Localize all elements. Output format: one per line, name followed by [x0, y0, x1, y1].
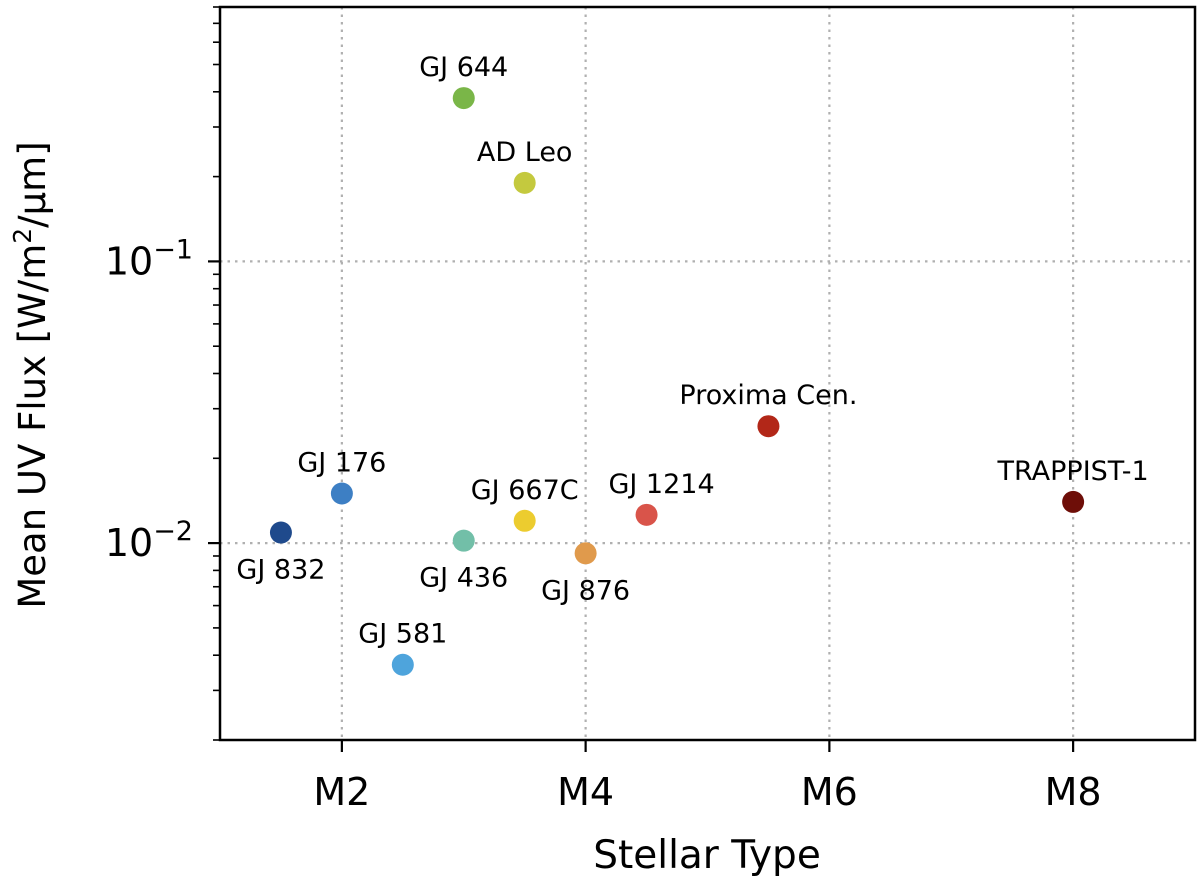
point-label: GJ 1214: [608, 469, 714, 500]
y-tick-label: 10−1: [105, 234, 193, 283]
plot-frame: [218, 5, 1197, 742]
x-tick-label: M2: [313, 770, 370, 814]
point-label: GJ 581: [358, 619, 447, 650]
x-axis-title: Stellar Type: [593, 833, 821, 878]
point-label: GJ 832: [236, 555, 325, 586]
y-tick-label: 10−2: [105, 516, 193, 565]
y-axis-title: Mean UV Flux [W/m2/μm]: [8, 141, 54, 608]
x-tick-label: M4: [557, 770, 614, 814]
data-points: [269, 87, 1085, 676]
point-label: GJ 176: [297, 447, 386, 478]
data-point-gj-876: [574, 542, 597, 565]
data-point-gj-667c: [513, 509, 536, 532]
point-label: GJ 644: [419, 52, 508, 83]
axis-ticks: M2 M4 M6 M8 10−2 10−1: [105, 6, 1102, 814]
data-point-ad-leo: [513, 171, 536, 194]
data-point-trappist-1: [1062, 490, 1085, 513]
grid: [220, 7, 1195, 740]
data-point-proxima-cen: [757, 415, 780, 438]
data-point-gj-832: [269, 521, 292, 544]
data-point-gj-1214: [635, 503, 658, 526]
point-label: TRAPPIST-1: [997, 456, 1149, 487]
point-label: GJ 876: [541, 575, 630, 606]
data-point-gj-176: [330, 482, 353, 505]
x-tick-label: M6: [801, 770, 858, 814]
data-point-gj-581: [391, 653, 414, 676]
point-label: AD Leo: [477, 137, 573, 168]
data-point-gj-436: [452, 529, 475, 552]
point-label: GJ 436: [419, 563, 508, 594]
point-label: Proxima Cen.: [679, 380, 857, 411]
point-label: GJ 667C: [471, 475, 579, 506]
x-tick-label: M8: [1045, 770, 1102, 814]
data-point-gj-644: [452, 87, 475, 110]
point-labels: GJ 644 AD Leo Proxima Cen. GJ 176 GJ 667C GJ …: [236, 52, 1148, 650]
